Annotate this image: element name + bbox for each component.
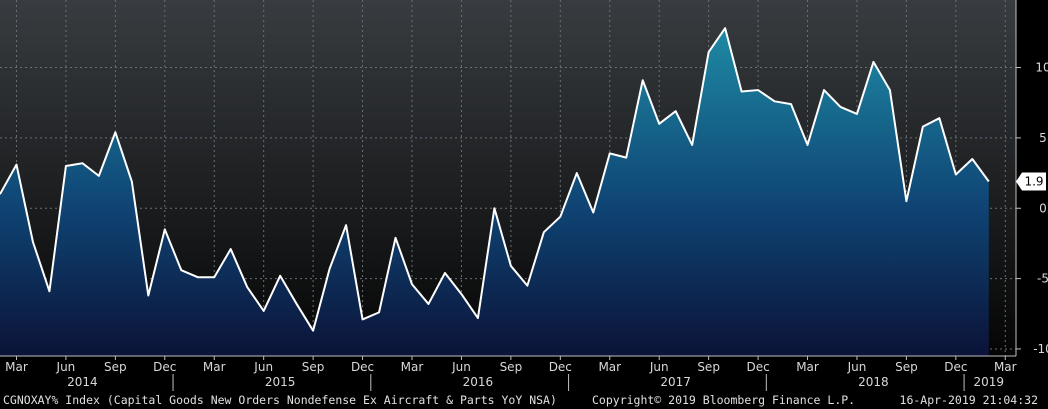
x-tick-label-year: 2019 (974, 375, 1005, 389)
y-tick-label: 10 (1035, 61, 1048, 75)
x-tick-label-month: Mar (5, 360, 28, 374)
x-tick-label-month: Mar (203, 360, 226, 374)
series-area (0, 28, 989, 356)
x-tick-label-year: 2014 (67, 375, 98, 389)
x-tick-label-year: 2015 (265, 375, 296, 389)
x-tick-label-month: Sep (302, 360, 325, 374)
y-tick-label: -5 (1037, 272, 1048, 286)
y-tick-label: 5 (1039, 131, 1047, 145)
footer-ticker-description: CGNOXAY% Index (Capital Goods New Orders… (3, 393, 557, 407)
x-tick-label-month: Sep (104, 360, 127, 374)
series-line (0, 27, 990, 332)
chart: 10 5 0 -5 -10 Mar Jun Sep Dec Mar Jun Sep Dec Mar Jun… (0, 0, 1048, 391)
y-tick-label: 0 (1039, 201, 1047, 215)
x-tick-label-year: 2018 (858, 375, 889, 389)
x-tick-label-month: Dec (153, 360, 176, 374)
x-tick-label-month: Sep (895, 360, 918, 374)
x-tick-label-month: Jun (253, 360, 273, 374)
x-tick-label-month: Mar (401, 360, 424, 374)
x-tick-label-month: Sep (697, 360, 720, 374)
x-tick-label-month: Mar (994, 360, 1017, 374)
x-tick-label-month: Jun (451, 360, 471, 374)
last-value-marker: 1.9 (1016, 172, 1046, 191)
footer-timestamp: 16-Apr-2019 21:04:32 (899, 393, 1038, 407)
last-value-box (1016, 172, 1046, 191)
x-tick-label-month: Mar (796, 360, 819, 374)
x-tick-label-year: 2016 (463, 375, 494, 389)
x-tick-label-month: Dec (944, 360, 967, 374)
x-tick-label-month: Dec (746, 360, 769, 374)
x-tick-label-month: Jun (56, 360, 76, 374)
footer: CGNOXAY% Index (Capital Goods New Orders… (0, 391, 1048, 409)
x-tick-label-month: Sep (500, 360, 523, 374)
y-axis: 10 5 0 -5 -10 (1015, 0, 1048, 356)
x-tick-label-month: Jun (847, 360, 867, 374)
x-tick-label-month: Dec (351, 360, 374, 374)
footer-copyright: Copyright© 2019 Bloomberg Finance L.P. (592, 393, 856, 407)
x-tick-label-month: Dec (549, 360, 572, 374)
x-tick-label-month: Mar (598, 360, 621, 374)
y-tick-label: -10 (1033, 342, 1048, 356)
x-tick-label-month: Jun (649, 360, 669, 374)
x-axis: Mar Jun Sep Dec Mar Jun Sep Dec Mar Jun Sep Dec Mar J… (0, 355, 1017, 391)
last-value-label: 1.9 (1024, 175, 1043, 189)
x-tick-label-year: 2017 (660, 375, 691, 389)
